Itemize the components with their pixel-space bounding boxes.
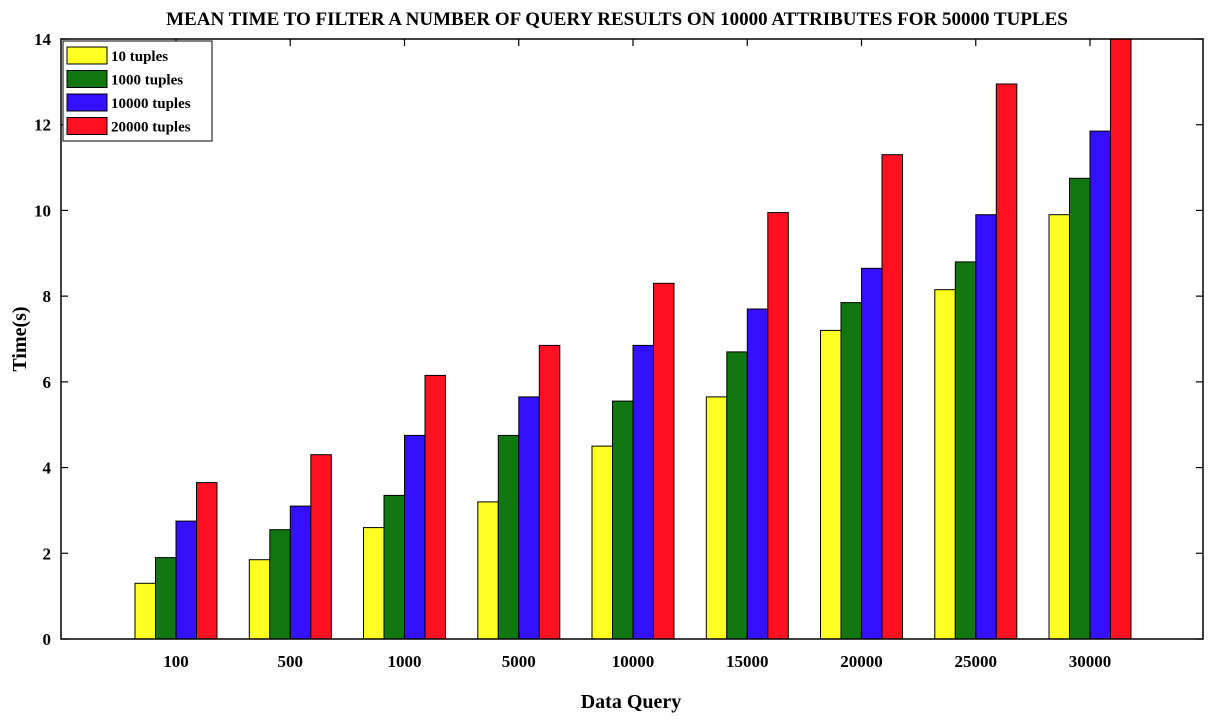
y-tick-label: 8 <box>43 287 52 306</box>
bar-1000-tuples-20000 <box>840 302 862 640</box>
legend-swatch <box>66 46 108 65</box>
bar-10000-tuples-500 <box>289 505 312 640</box>
bar-10000-tuples-15000 <box>746 308 769 640</box>
x-tick-label: 5000 <box>502 652 536 671</box>
bar-10-tuples-25000 <box>934 289 956 640</box>
legend-swatch <box>66 117 108 135</box>
x-tick-label: 100 <box>163 652 189 671</box>
bar-20000-tuples-20000 <box>881 154 903 640</box>
bar-10-tuples-10000 <box>591 445 613 640</box>
chart-title: MEAN TIME TO FILTER A NUMBER OF QUERY RE… <box>166 9 1068 30</box>
bar-10000-tuples-100 <box>175 520 197 640</box>
bar-1000-tuples-10000 <box>612 400 634 640</box>
bar-10-tuples-5000 <box>477 501 499 640</box>
bar-10-tuples-100 <box>134 582 156 640</box>
bar-10000-tuples-30000 <box>1089 130 1111 640</box>
y-axis-title: Time(s) <box>9 306 31 371</box>
bar-20000-tuples-5000 <box>538 344 561 640</box>
bar-1000-tuples-5000 <box>497 434 520 640</box>
y-tick-label: 10 <box>34 201 51 220</box>
axis-ticks: 0 2 4 6 8 10 12 14 100 500 1000 5000 10000 15000 20000… <box>34 30 1203 671</box>
bar-20000-tuples-30000 <box>1110 38 1132 640</box>
bar-1000-tuples-30000 <box>1069 177 1091 640</box>
bar-20000-tuples-1000 <box>424 374 446 640</box>
legend-label: 1000 tuples <box>111 73 183 89</box>
legend: 10 tuples 1000 tuples 10000 tuples 20000 tu… <box>62 40 213 142</box>
bar-10-tuples-30000 <box>1048 214 1070 640</box>
x-axis-title: Data Query <box>581 691 682 713</box>
x-tick-label: 500 <box>278 652 304 671</box>
x-tick-label: 10000 <box>612 652 655 671</box>
bar-20000-tuples-10000 <box>653 282 675 640</box>
legend-swatch <box>66 70 108 88</box>
bar-1000-tuples-25000 <box>954 261 977 640</box>
y-tick-label: 2 <box>43 544 52 563</box>
bar-10-tuples-15000 <box>705 396 728 640</box>
y-tick-label: 0 <box>43 630 52 649</box>
bar-10-tuples-500 <box>248 559 271 640</box>
bar-20000-tuples-25000 <box>995 83 1018 640</box>
bars-layer <box>134 38 1132 640</box>
x-tick-label: 20000 <box>840 652 883 671</box>
x-tick-label: 15000 <box>726 652 769 671</box>
bar-1000-tuples-15000 <box>726 351 748 640</box>
bar-10-tuples-1000 <box>363 527 385 640</box>
bar-20000-tuples-100 <box>196 482 218 640</box>
plot-area-frame <box>60 38 1204 640</box>
bar-10000-tuples-25000 <box>975 214 997 640</box>
legend-label: 10 tuples <box>111 49 168 65</box>
bar-20000-tuples-15000 <box>767 212 789 640</box>
bar-10000-tuples-20000 <box>861 267 883 640</box>
y-tick-label: 12 <box>34 116 51 135</box>
legend-swatch <box>66 93 108 112</box>
bar-10000-tuples-1000 <box>404 434 426 640</box>
bar-10000-tuples-5000 <box>518 396 540 640</box>
y-tick-label: 4 <box>43 459 52 478</box>
y-tick-label: 6 <box>43 373 52 392</box>
bar-20000-tuples-500 <box>310 454 332 640</box>
x-tick-label: 1000 <box>388 652 422 671</box>
x-tick-label: 25000 <box>955 652 998 671</box>
bar-10000-tuples-10000 <box>632 344 654 640</box>
bar-1000-tuples-500 <box>269 529 291 640</box>
bar-1000-tuples-1000 <box>383 494 405 640</box>
bar-1000-tuples-100 <box>155 557 177 640</box>
x-tick-label: 30000 <box>1069 652 1112 671</box>
y-tick-label: 14 <box>34 30 52 49</box>
bar-10-tuples-20000 <box>820 329 842 640</box>
legend-label: 10000 tuples <box>111 96 191 112</box>
legend-label: 20000 tuples <box>111 120 191 136</box>
